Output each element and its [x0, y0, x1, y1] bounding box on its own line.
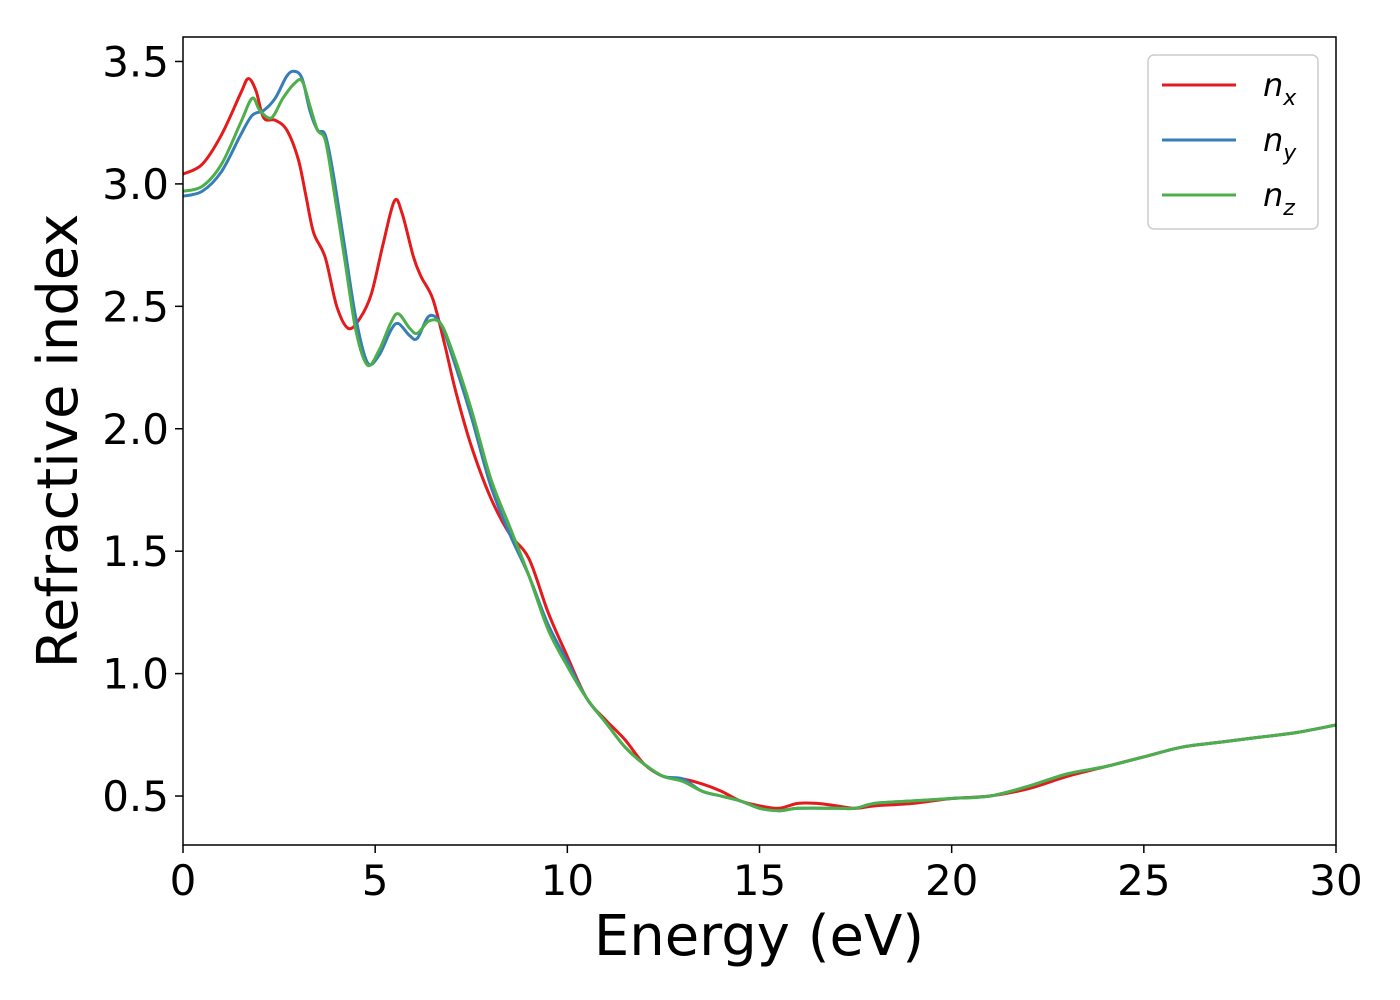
y-tick-label: 2.5: [102, 282, 169, 331]
x-axis-ticks: 0 5 10 15 20 25 30: [170, 845, 1363, 905]
legend-box: [1147, 54, 1319, 230]
x-axis-title: Energy (eV): [594, 904, 924, 969]
y-tick-label: 3.5: [102, 37, 169, 86]
x-tick-label: 30: [1309, 856, 1362, 905]
y-axis-title: Refractive index: [26, 214, 91, 669]
y-tick-label: 1.0: [102, 650, 169, 699]
x-tick-label: 5: [362, 856, 389, 905]
x-tick-label: 20: [925, 856, 978, 905]
x-tick-label: 25: [1117, 856, 1170, 905]
series-line-z: [182, 77, 1337, 813]
y-tick-label: 2.0: [102, 405, 169, 454]
x-tick-label: 10: [541, 856, 594, 905]
y-tick-label: 3.0: [102, 160, 169, 209]
x-tick-label: 0: [170, 856, 197, 905]
series-layer: [182, 69, 1337, 813]
y-tick-label: 0.5: [102, 772, 169, 821]
x-tick-label: 15: [733, 856, 786, 905]
legend-label-z: nz: [1263, 176, 1295, 221]
y-axis-ticks: 0.5 1.0 1.5 2.0 2.5 3.0 3.5: [102, 37, 183, 821]
y-tick-label: 1.5: [102, 527, 169, 576]
